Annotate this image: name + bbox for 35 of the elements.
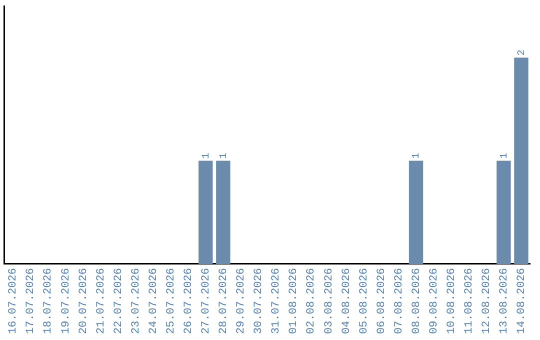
x-tick-label: 27.07.2026 xyxy=(200,268,213,334)
data-label: 1 xyxy=(412,152,423,159)
x-tick-label: 19.07.2026 xyxy=(60,268,72,334)
x-tick-label: 25.07.2026 xyxy=(165,268,178,334)
data-label: 1 xyxy=(218,152,230,159)
data-label: 1 xyxy=(201,152,212,159)
x-tick-label: 24.07.2026 xyxy=(148,268,160,334)
x-tick-label: 10.08.2026 xyxy=(446,268,458,334)
x-tick-label: 17.07.2026 xyxy=(25,268,38,334)
data-label: 2 xyxy=(516,50,528,56)
x-tick-label: 14.08.2026 xyxy=(516,268,528,334)
x-tick-label: 06.08.2026 xyxy=(376,268,388,334)
x-tick-label: 30.07.2026 xyxy=(253,268,266,334)
data-label: 1 xyxy=(499,152,510,159)
x-tick-label: 31.07.2026 xyxy=(270,268,283,334)
x-tick-label: 04.08.2026 xyxy=(340,268,353,334)
x-tick-label: 20.07.2026 xyxy=(78,268,90,334)
x-tick-label: 02.08.2026 xyxy=(306,268,318,334)
x-tick-label: 26.07.2026 xyxy=(183,268,196,334)
x-tick-label: 03.08.2026 xyxy=(323,268,336,334)
x-tick-label: 21.07.2026 xyxy=(95,268,108,334)
x-tick-label: 18.07.2026 xyxy=(42,268,55,334)
x-tick-label: 07.08.2026 xyxy=(393,268,406,334)
x-tick-label: 23.07.2026 xyxy=(130,268,142,334)
x-tick-label: 16.07.2026 xyxy=(8,268,20,334)
x-tick-label: 08.08.2026 xyxy=(410,268,423,334)
x-tick-label: 29.07.2026 xyxy=(236,268,248,334)
x-tick-label: 22.07.2026 xyxy=(112,268,125,334)
x-tick-label: 09.08.2026 xyxy=(428,268,440,334)
x-tick-label: 28.07.2026 xyxy=(218,268,230,334)
x-tick-label: 05.08.2026 xyxy=(358,268,370,334)
x-tick-label: 12.08.2026 xyxy=(481,268,494,334)
x-tick-label: 11.08.2026 xyxy=(464,268,476,334)
x-tick-label: 13.08.2026 xyxy=(498,268,511,334)
x-tick-label: 01.08.2026 xyxy=(288,268,300,334)
